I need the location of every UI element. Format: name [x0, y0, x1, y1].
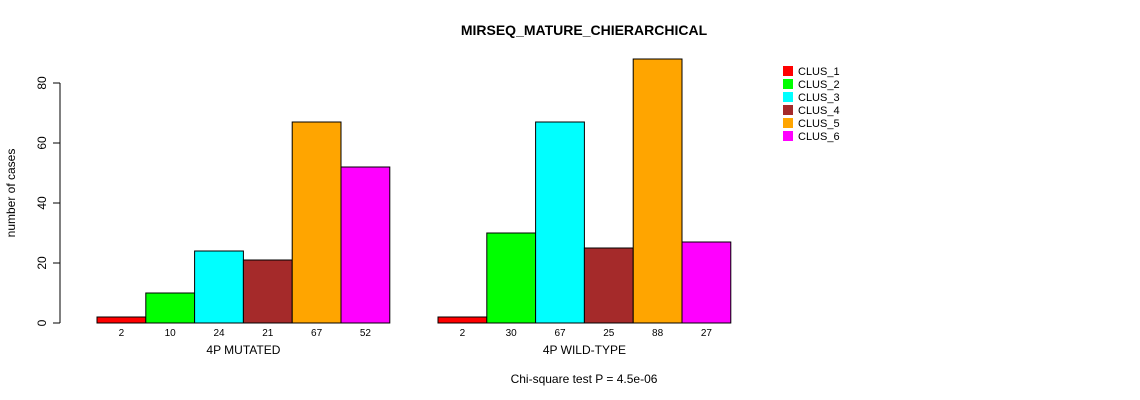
y-axis: 0 20 40 60 80: [35, 76, 61, 326]
bar: [145, 292, 196, 324]
bar-count-label: 27: [701, 328, 713, 339]
y-tick-label: 40: [35, 196, 49, 210]
legend-label: CLUS_4: [798, 105, 840, 117]
bar-count-label: 2: [119, 328, 125, 339]
legend-swatch: [783, 79, 793, 89]
legend-label: CLUS_1: [798, 66, 840, 78]
bar-count-label: 67: [554, 328, 566, 339]
bar-count-label: 21: [262, 328, 274, 339]
bar-group: 2 30 67 25 88 27 4P WILD-TYPE: [437, 58, 732, 357]
bar-count-label: 52: [360, 328, 372, 339]
legend-label: CLUS_5: [798, 118, 840, 130]
bar: [632, 58, 683, 324]
bar: [437, 316, 488, 324]
plot-area: 2 10 24 21 67 52 4P MUTATED 2 30 67 25 88 27 4P WILD-…: [96, 58, 732, 357]
legend-item: CLUS_1: [783, 66, 840, 78]
legend-swatch: [783, 131, 793, 141]
bar: [583, 247, 634, 324]
chi-square-footnote: Chi-square test P = 4.5e-06: [511, 372, 658, 386]
legend-swatch: [783, 66, 793, 76]
bar-count-label: 30: [506, 328, 518, 339]
legend-item: CLUS_2: [783, 79, 840, 91]
y-tick-label: 0: [35, 319, 49, 326]
bar: [535, 121, 585, 324]
bar: [242, 259, 293, 324]
bar: [486, 232, 537, 324]
bar-count-label: 25: [603, 328, 615, 339]
bar-count-label: 10: [165, 328, 177, 339]
group-label: 4P WILD-TYPE: [543, 343, 626, 357]
bar: [340, 166, 391, 324]
chart-title: MIRSEQ_MATURE_CHIERARCHICAL: [461, 22, 708, 38]
legend-swatch: [783, 105, 793, 115]
legend-label: CLUS_3: [798, 92, 840, 104]
legend-item: CLUS_4: [783, 105, 840, 117]
y-tick-label: 80: [35, 76, 49, 90]
legend-swatch: [783, 92, 793, 102]
legend-item: CLUS_6: [783, 131, 840, 143]
legend-item: CLUS_3: [783, 92, 840, 104]
y-axis-label: number of cases: [4, 149, 18, 238]
legend-swatch: [783, 118, 793, 128]
bar: [681, 241, 732, 324]
bar: [194, 250, 244, 324]
y-tick-label: 20: [35, 256, 49, 270]
bar-count-label: 24: [213, 328, 225, 339]
group-label: 4P MUTATED: [206, 343, 280, 357]
legend-label: CLUS_6: [798, 131, 840, 143]
bar-count-label: 67: [311, 328, 323, 339]
bar-group: 2 10 24 21 67 52 4P MUTATED: [96, 121, 391, 357]
legend-item: CLUS_5: [783, 118, 840, 130]
y-tick-label: 60: [35, 136, 49, 150]
bar-count-label: 88: [652, 328, 664, 339]
legend-label: CLUS_2: [798, 79, 840, 91]
bar: [291, 121, 342, 324]
bar: [96, 316, 147, 324]
bar-count-label: 2: [460, 328, 466, 339]
